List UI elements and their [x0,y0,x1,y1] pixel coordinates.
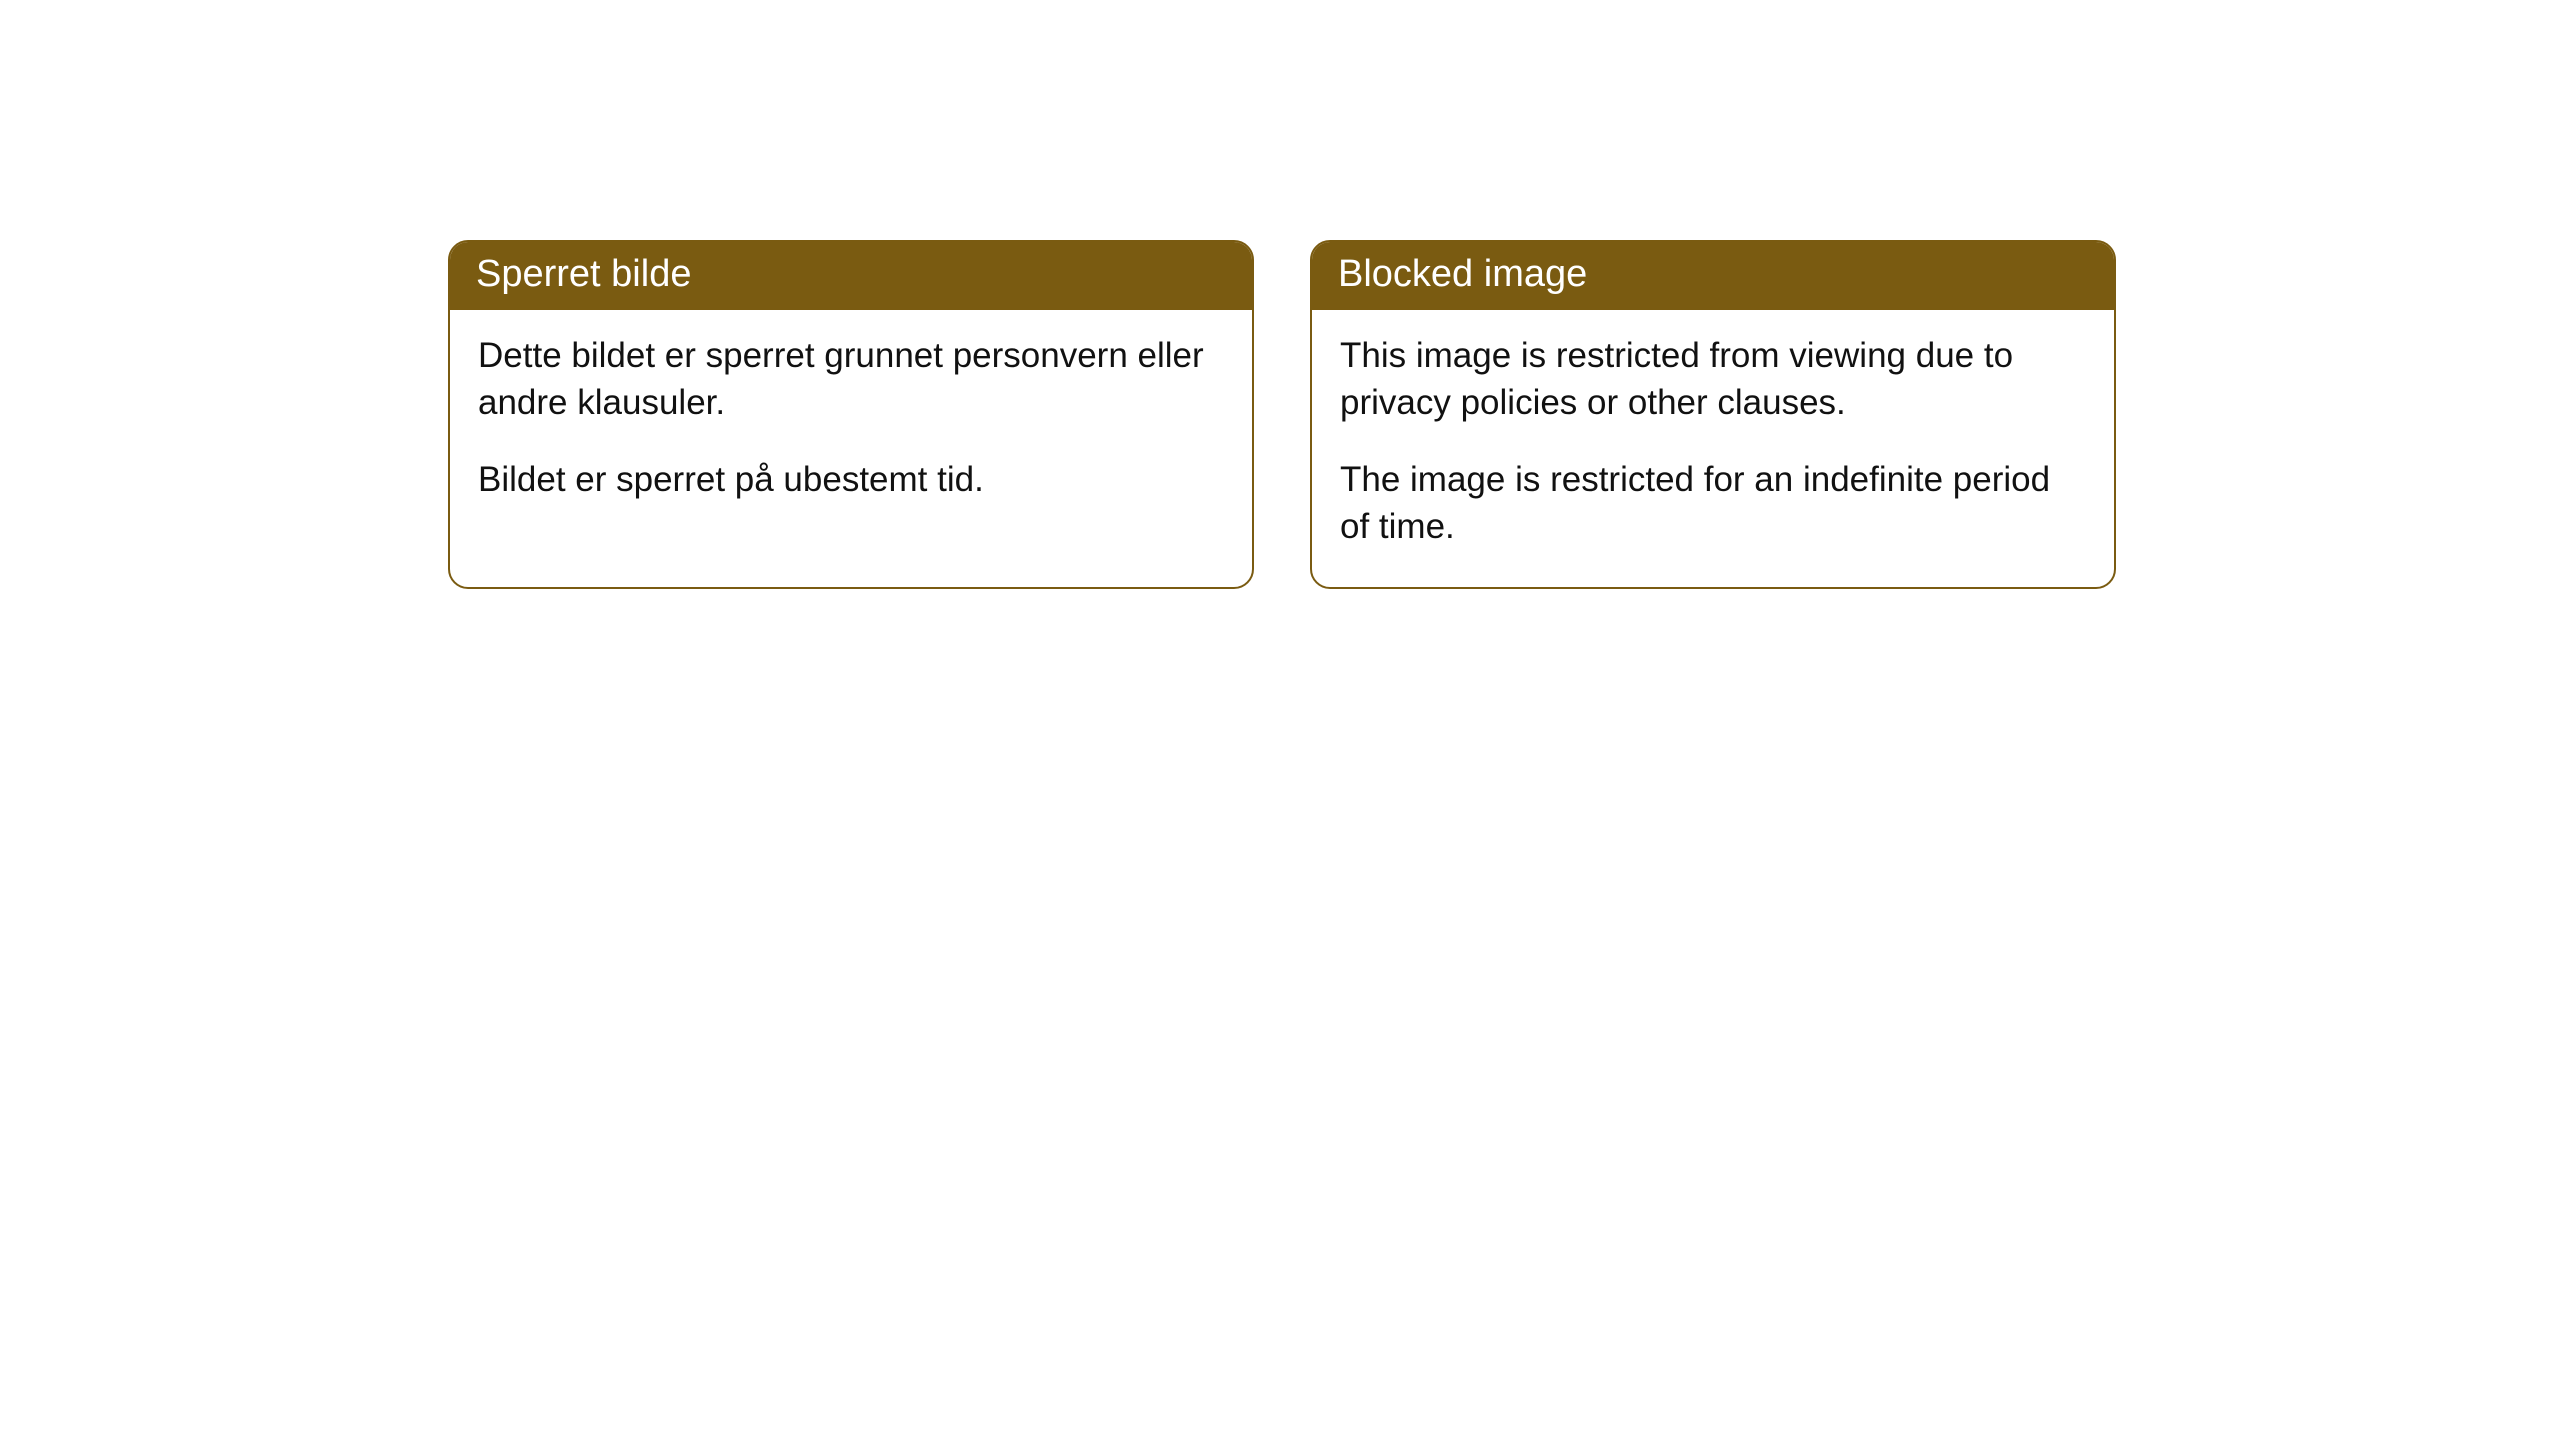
notice-card-body-english: This image is restricted from viewing du… [1312,310,2114,587]
notice-card-english: Blocked image This image is restricted f… [1310,240,2116,589]
notice-card-body-norwegian: Dette bildet er sperret grunnet personve… [450,310,1252,540]
notice-text-norwegian-2: Bildet er sperret på ubestemt tid. [478,456,1224,503]
notice-cards-container: Sperret bilde Dette bildet er sperret gr… [448,240,2116,589]
notice-text-english-1: This image is restricted from viewing du… [1340,332,2086,427]
notice-card-title-norwegian: Sperret bilde [450,242,1252,310]
notice-text-english-2: The image is restricted for an indefinit… [1340,456,2086,551]
notice-card-title-english: Blocked image [1312,242,2114,310]
notice-text-norwegian-1: Dette bildet er sperret grunnet personve… [478,332,1224,427]
notice-card-norwegian: Sperret bilde Dette bildet er sperret gr… [448,240,1254,589]
